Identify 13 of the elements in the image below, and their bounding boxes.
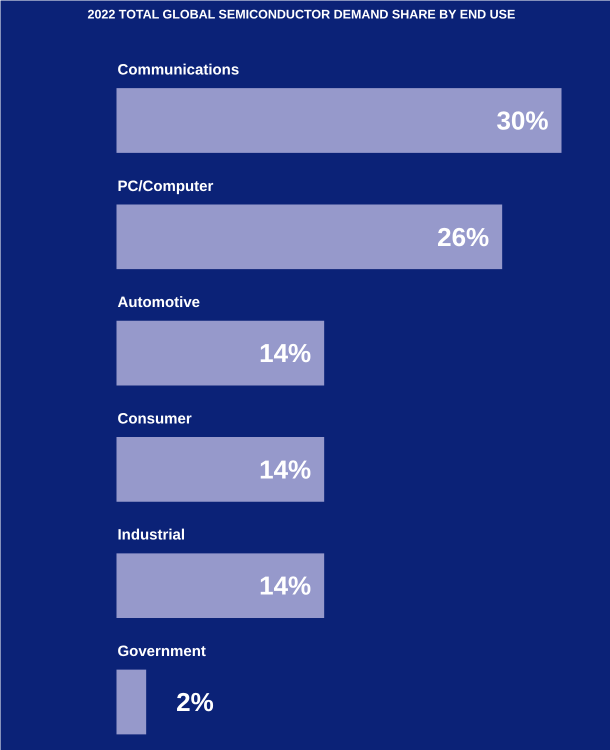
chart-title: 2022 TOTAL GLOBAL SEMICONDUCTOR DEMAND SHARE BY END USE — [88, 8, 516, 22]
y-tick-label: Consumer — [118, 410, 192, 428]
y-tick-label: Government — [118, 642, 206, 660]
y-tick-label: Communications — [118, 61, 240, 78]
y-tick-label: PC/Computer — [118, 178, 214, 195]
data-label: 14% — [259, 338, 312, 368]
data-label: 2% — [176, 686, 214, 717]
data-label: 14% — [259, 570, 312, 601]
y-tick-label: Automotive — [118, 294, 200, 312]
data-label: 14% — [259, 454, 312, 484]
data-label: 30% — [496, 106, 549, 136]
data-label: 26% — [437, 222, 490, 252]
y-tick-label: Industrial — [118, 526, 186, 544]
